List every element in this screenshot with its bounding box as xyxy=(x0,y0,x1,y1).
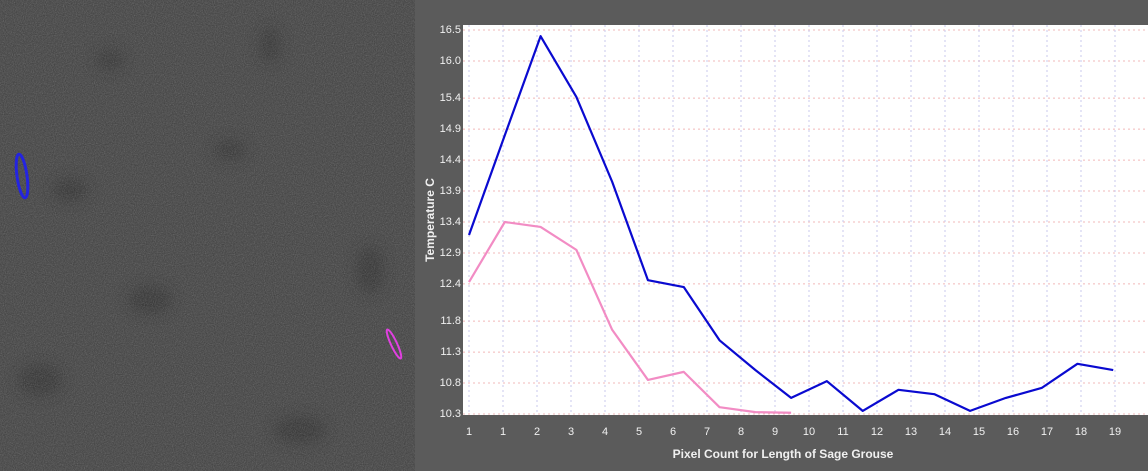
x-tick-label: 13 xyxy=(905,426,917,438)
x-tick-label: 15 xyxy=(973,426,985,438)
screen: Pixel Count for Length of Sage Grouse Te… xyxy=(0,0,1148,471)
x-tick-label: 10 xyxy=(803,426,815,438)
x-tick-label: 6 xyxy=(670,426,676,438)
y-tick-label: 12.9 xyxy=(440,247,461,259)
x-tick-label: 11 xyxy=(837,426,848,438)
y-tick-label: 10.8 xyxy=(440,377,461,389)
x-tick-label: 18 xyxy=(1075,426,1087,438)
thermal-image xyxy=(0,0,415,471)
x-tick-label: 9 xyxy=(772,426,778,438)
x-tick-label: 17 xyxy=(1041,426,1053,438)
x-tick-label: 8 xyxy=(738,426,744,438)
y-tick-label: 13.9 xyxy=(440,185,461,197)
x-tick-label: 2 xyxy=(534,426,540,438)
y-tick-label: 14.4 xyxy=(440,154,461,166)
x-tick-label: 1 xyxy=(500,426,506,438)
x-tick-label: 16 xyxy=(1007,426,1019,438)
y-tick-label: 15.4 xyxy=(440,92,461,104)
y-tick-label: 16.0 xyxy=(440,55,461,67)
x-tick-label: 5 xyxy=(636,426,642,438)
x-tick-label: 4 xyxy=(602,426,608,438)
y-tick-label: 13.4 xyxy=(440,216,461,228)
plot-area xyxy=(463,25,1148,415)
y-tick-label: 11.8 xyxy=(440,315,461,327)
x-axis-title: Pixel Count for Length of Sage Grouse xyxy=(673,447,894,461)
y-tick-label: 12.4 xyxy=(440,278,461,290)
y-tick-label: 10.3 xyxy=(440,408,461,420)
y-tick-label: 16.5 xyxy=(440,24,461,36)
x-tick-label: 3 xyxy=(568,426,574,438)
y-tick-label: 11.3 xyxy=(440,346,461,358)
x-tick-label: 12 xyxy=(871,426,883,438)
x-tick-label: 7 xyxy=(704,426,710,438)
y-tick-label: 14.9 xyxy=(440,123,461,135)
x-tick-label: 14 xyxy=(939,426,951,438)
page: Pixel Count for Length of Sage Grouse Te… xyxy=(0,0,1148,471)
x-tick-label: 19 xyxy=(1109,426,1121,438)
y-axis-title: Temperature C xyxy=(423,178,437,262)
x-tick-label: 1 xyxy=(466,426,472,438)
